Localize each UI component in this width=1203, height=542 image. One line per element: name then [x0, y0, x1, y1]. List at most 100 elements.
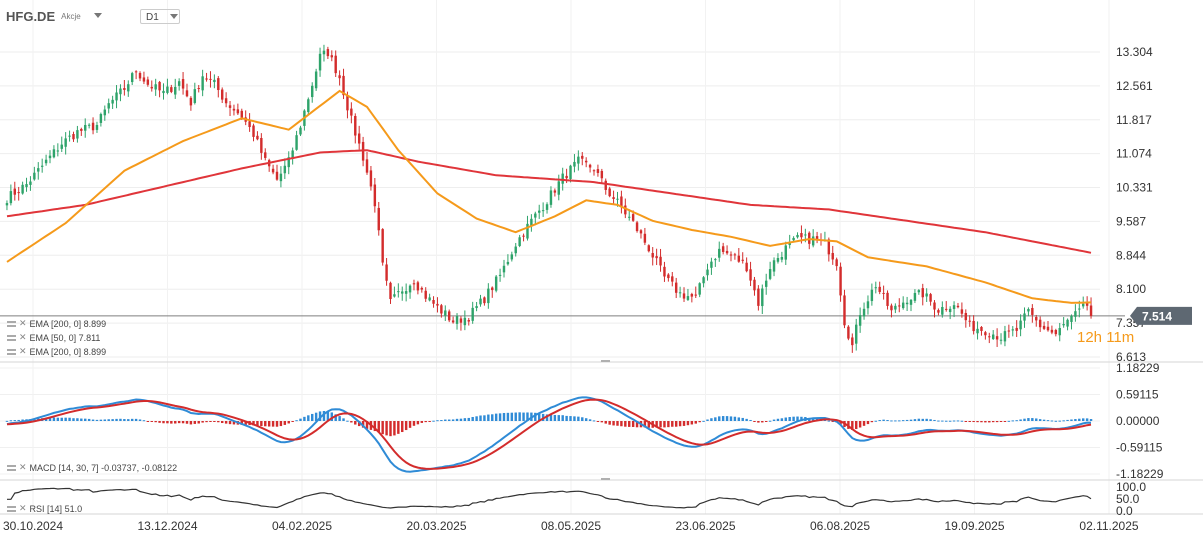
candle[interactable]	[698, 283, 701, 295]
candle[interactable]	[33, 172, 36, 180]
candle[interactable]	[205, 78, 208, 80]
candle[interactable]	[447, 311, 451, 321]
macd-histogram-bar[interactable]	[745, 418, 748, 421]
candle[interactable]	[577, 156, 580, 164]
macd-histogram-bar[interactable]	[1038, 419, 1042, 421]
candle[interactable]	[573, 161, 576, 167]
candle[interactable]	[1058, 328, 1061, 336]
candle[interactable]	[718, 248, 721, 258]
macd-histogram-bar[interactable]	[154, 421, 157, 423]
macd-histogram-bar[interactable]	[174, 421, 177, 424]
macd-histogram-bar[interactable]	[737, 417, 741, 421]
candle[interactable]	[764, 280, 768, 287]
macd-histogram-bar[interactable]	[894, 420, 897, 422]
candle[interactable]	[338, 75, 341, 79]
candle[interactable]	[565, 175, 568, 179]
candle[interactable]	[29, 181, 32, 185]
candle[interactable]	[487, 288, 490, 304]
candle[interactable]	[776, 258, 780, 262]
macd-histogram-bar[interactable]	[185, 421, 189, 424]
candle[interactable]	[314, 71, 318, 89]
candle[interactable]	[772, 260, 776, 272]
macd-histogram-bar[interactable]	[776, 418, 780, 421]
candle[interactable]	[811, 236, 815, 246]
candle[interactable]	[682, 293, 686, 299]
candle[interactable]	[588, 164, 592, 168]
macd-histogram-bar[interactable]	[459, 418, 463, 421]
macd-histogram-bar[interactable]	[252, 421, 255, 426]
candle[interactable]	[459, 318, 463, 323]
candle[interactable]	[960, 309, 964, 314]
overlay-legend-ema200-b[interactable]: ✕ EMA [200, 0] 8.899	[7, 346, 106, 357]
candle[interactable]	[608, 188, 611, 197]
macd-histogram-bar[interactable]	[682, 421, 686, 426]
macd-histogram-bar[interactable]	[905, 419, 909, 421]
candle[interactable]	[103, 109, 107, 116]
candle[interactable]	[538, 210, 541, 213]
candle[interactable]	[972, 320, 975, 332]
candle[interactable]	[905, 302, 909, 305]
candle[interactable]	[815, 236, 819, 240]
settings-lines-icon[interactable]	[7, 464, 16, 471]
candle[interactable]	[741, 259, 744, 261]
macd-histogram-bar[interactable]	[933, 419, 936, 421]
candle[interactable]	[119, 88, 122, 95]
macd-histogram-bar[interactable]	[471, 416, 474, 421]
candle[interactable]	[792, 237, 795, 241]
macd-histogram-bar[interactable]	[561, 415, 564, 421]
macd-histogram-bar[interactable]	[138, 419, 142, 421]
macd-histogram-bar[interactable]	[326, 411, 330, 421]
macd-histogram-bar[interactable]	[694, 421, 697, 424]
candle[interactable]	[483, 297, 486, 304]
macd-histogram-bar[interactable]	[526, 412, 529, 421]
macd-histogram-bar[interactable]	[404, 421, 408, 431]
candle[interactable]	[639, 230, 643, 234]
candle[interactable]	[494, 276, 498, 291]
macd-histogram-bar[interactable]	[718, 416, 721, 421]
macd-histogram-bar[interactable]	[659, 421, 662, 428]
candle[interactable]	[1007, 330, 1011, 332]
macd-histogram-bar[interactable]	[444, 419, 447, 421]
candle[interactable]	[373, 184, 377, 207]
macd-histogram-bar[interactable]	[964, 421, 968, 422]
candle[interactable]	[835, 259, 838, 267]
candle[interactable]	[898, 305, 901, 307]
macd-histogram-bar[interactable]	[753, 421, 756, 422]
macd-histogram-bar[interactable]	[127, 419, 130, 421]
macd-histogram-bar[interactable]	[17, 419, 20, 421]
candle[interactable]	[177, 81, 181, 86]
macd-histogram-bar[interactable]	[768, 420, 772, 422]
macd-histogram-bar[interactable]	[412, 421, 416, 426]
macd-histogram-bar[interactable]	[948, 420, 952, 422]
candle[interactable]	[416, 282, 420, 291]
candle[interactable]	[631, 214, 635, 221]
candle[interactable]	[232, 108, 236, 111]
candle[interactable]	[451, 320, 455, 323]
macd-histogram-bar[interactable]	[710, 418, 713, 421]
candle[interactable]	[545, 204, 549, 210]
settings-lines-icon[interactable]	[7, 320, 16, 327]
macd-histogram-bar[interactable]	[330, 412, 334, 421]
candle[interactable]	[479, 298, 482, 305]
macd-histogram-bar[interactable]	[862, 421, 866, 426]
candle[interactable]	[847, 326, 850, 339]
candle[interactable]	[197, 88, 200, 90]
candle[interactable]	[1031, 307, 1034, 315]
macd-histogram-bar[interactable]	[346, 420, 349, 422]
candle[interactable]	[224, 98, 228, 104]
macd-histogram-bar[interactable]	[373, 421, 377, 432]
candle[interactable]	[299, 127, 302, 135]
macd-histogram-bar[interactable]	[581, 417, 584, 421]
macd-histogram-bar[interactable]	[792, 416, 795, 421]
macd-histogram-bar[interactable]	[941, 420, 944, 422]
macd-histogram-bar[interactable]	[52, 417, 56, 421]
candle[interactable]	[988, 336, 991, 338]
macd-histogram-bar[interactable]	[447, 419, 451, 421]
candle[interactable]	[455, 316, 459, 324]
macd-histogram-bar[interactable]	[220, 421, 224, 424]
candle[interactable]	[134, 71, 138, 73]
macd-histogram-bar[interactable]	[549, 414, 553, 421]
candle[interactable]	[651, 253, 654, 258]
candle[interactable]	[514, 246, 517, 254]
candle[interactable]	[401, 291, 404, 294]
